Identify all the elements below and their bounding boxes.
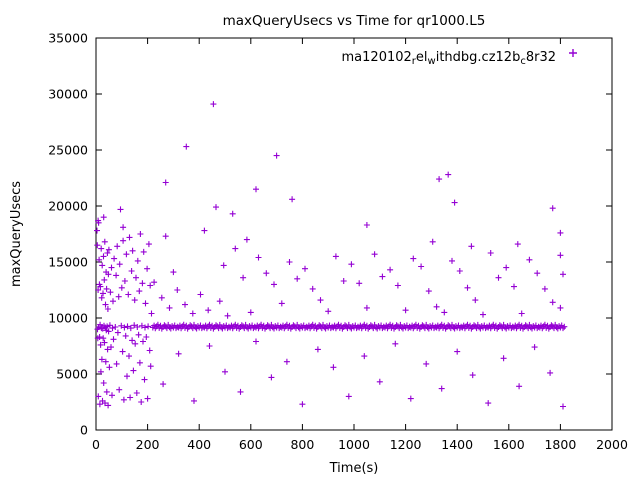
legend-label: ma120102relwithdbg.cz12bc8r32: [342, 50, 556, 67]
y-tick-label: 35000: [48, 31, 88, 46]
x-tick-label: 1200: [390, 437, 422, 452]
legend-marker: [569, 49, 577, 57]
x-tick-label: 600: [239, 437, 263, 452]
x-tick-label: 1600: [493, 437, 525, 452]
chart-title: maxQueryUsecs vs Time for qr1000.L5: [223, 13, 486, 29]
scatter-markers: [94, 101, 568, 410]
x-tick-label: 800: [290, 437, 314, 452]
x-tick-label: 1000: [338, 437, 370, 452]
y-tick-label: 0: [80, 423, 88, 438]
x-tick-label: 2000: [596, 437, 628, 452]
data-points: [94, 101, 568, 410]
x-axis-label: Time(s): [329, 461, 379, 476]
y-tick-label: 30000: [48, 87, 88, 102]
y-tick-label: 25000: [48, 143, 88, 158]
x-tick-label: 1400: [441, 437, 473, 452]
y-tick-label: 20000: [48, 199, 88, 214]
y-tick-label: 15000: [48, 255, 88, 270]
y-tick-label: 10000: [48, 311, 88, 326]
plot-border: [95, 37, 613, 431]
y-axis-label: maxQueryUsecs: [9, 181, 24, 287]
x-tick-label: 200: [136, 437, 160, 452]
x-tick-label: 0: [92, 437, 100, 452]
y-tick-label: 5000: [56, 367, 88, 382]
axis-ticks: [95, 37, 613, 431]
x-tick-label: 1800: [544, 437, 576, 452]
x-tick-label: 400: [187, 437, 211, 452]
